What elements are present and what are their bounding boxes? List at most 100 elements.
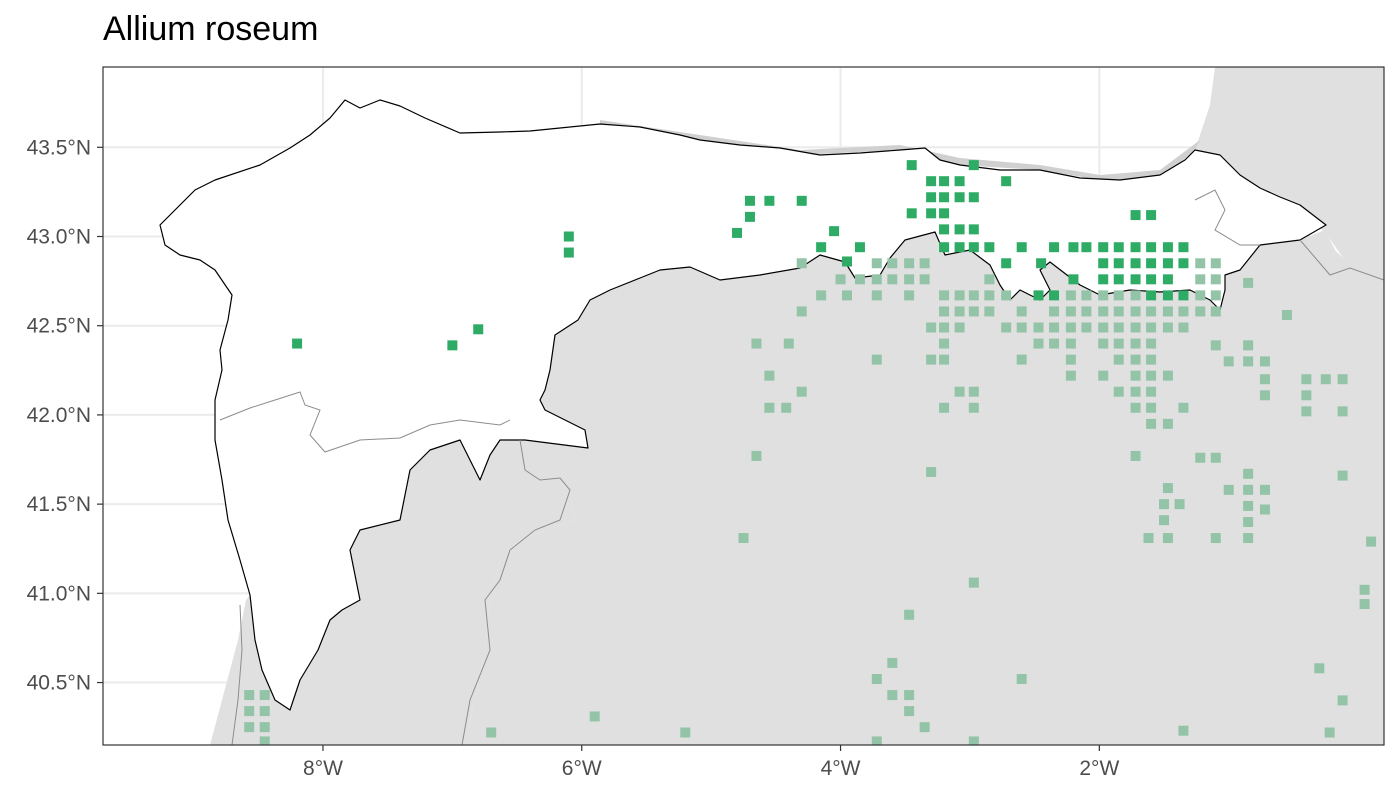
axes: 8°W 6°W 4°W 2°W 43.5°N 43.0°N 42.5°N 42.0°N 41.5… [27, 136, 1120, 780]
occurrence-point-outside [887, 657, 898, 668]
occurrence-point-inside [1036, 258, 1047, 269]
occurrence-point-outside [1281, 310, 1292, 321]
occurrence-point-outside [1178, 322, 1189, 333]
occurrence-point-inside [906, 208, 917, 219]
occurrence-point-outside [871, 736, 882, 745]
occurrence-point-outside [1195, 452, 1206, 463]
occurrence-point-outside [244, 690, 255, 701]
occurrence-point-inside [816, 242, 827, 253]
occurrence-point-outside [1243, 277, 1254, 288]
occurrence-point-outside [1081, 290, 1092, 301]
occurrence-point-outside [1016, 673, 1027, 684]
occurrence-point-outside [1174, 499, 1185, 510]
occurrence-point-outside [1301, 390, 1312, 401]
occurrence-point-outside [1146, 418, 1157, 429]
occurrence-point-outside [796, 258, 807, 269]
occurrence-point-outside [1098, 306, 1109, 317]
occurrence-point-outside [1065, 290, 1076, 301]
occurrence-point-outside [835, 274, 846, 285]
occurrence-point-outside [1130, 370, 1141, 381]
occurrence-point-outside [1162, 322, 1173, 333]
occurrence-point-outside [984, 306, 995, 317]
x-tick-label: 4°W [821, 757, 861, 780]
occurrence-point-outside [1016, 306, 1027, 317]
occurrence-point-outside [984, 290, 995, 301]
occurrence-point-inside [1130, 210, 1141, 221]
occurrence-point-outside [1033, 322, 1044, 333]
occurrence-points [244, 160, 1377, 745]
occurrence-point-inside [447, 340, 458, 351]
occurrence-point-outside [842, 290, 853, 301]
occurrence-point-inside [1113, 274, 1124, 285]
occurrence-point-outside [1243, 356, 1254, 367]
occurrence-point-outside [1143, 533, 1154, 544]
y-tick-label: 41.0°N [27, 582, 91, 605]
occurrence-point-inside [968, 224, 979, 235]
x-tick-label: 8°W [303, 757, 343, 780]
occurrence-point-inside [926, 176, 937, 187]
occurrence-point-outside [244, 706, 255, 717]
occurrence-point-outside [1113, 338, 1124, 349]
x-tick-label: 2°W [1079, 757, 1119, 780]
occurrence-point-outside [1243, 500, 1254, 511]
occurrence-point-inside [764, 195, 775, 206]
occurrence-point-outside [871, 258, 882, 269]
occurrence-point-outside [1195, 306, 1206, 317]
occurrence-point-outside [904, 706, 915, 717]
occurrence-point-inside [1049, 242, 1060, 253]
occurrence-point-inside [1146, 290, 1157, 301]
occurrence-point-outside [1049, 338, 1060, 349]
y-tick-label: 42.5°N [27, 315, 91, 338]
occurrence-point-outside [1337, 470, 1348, 481]
occurrence-point-inside [1049, 290, 1060, 301]
occurrence-point-inside [954, 192, 965, 203]
occurrence-point-outside [1320, 374, 1331, 385]
occurrence-point-outside [1065, 370, 1076, 381]
occurrence-point-outside [904, 274, 915, 285]
occurrence-point-outside [968, 577, 979, 588]
occurrence-point-inside [968, 192, 979, 203]
occurrence-point-inside [1068, 242, 1079, 253]
y-tick-label: 42.0°N [27, 404, 91, 427]
occurrence-point-outside [926, 354, 937, 365]
occurrence-point-inside [829, 226, 840, 237]
occurrence-point-outside [984, 274, 995, 285]
occurrence-point-outside [1259, 504, 1270, 515]
occurrence-point-outside [871, 673, 882, 684]
occurrence-point-outside [1081, 306, 1092, 317]
occurrence-point-outside [1130, 450, 1141, 461]
occurrence-point-outside [1146, 370, 1157, 381]
occurrence-point-inside [1162, 274, 1173, 285]
occurrence-point-outside [1113, 290, 1124, 301]
occurrence-point-outside [1210, 290, 1221, 301]
occurrence-point-outside [244, 722, 255, 733]
occurrence-point-outside [783, 338, 794, 349]
occurrence-point-outside [1049, 322, 1060, 333]
occurrence-point-outside [939, 354, 950, 365]
occurrence-point-outside [1243, 516, 1254, 527]
occurrence-point-outside [1210, 452, 1221, 463]
occurrence-point-inside [1162, 258, 1173, 269]
occurrence-point-outside [1130, 290, 1141, 301]
occurrence-point-inside [954, 242, 965, 253]
occurrence-point-outside [1130, 322, 1141, 333]
occurrence-point-outside [1337, 406, 1348, 417]
occurrence-point-outside [259, 690, 270, 701]
occurrence-point-outside [1359, 599, 1370, 610]
occurrence-point-outside [954, 290, 965, 301]
occurrence-point-outside [1113, 306, 1124, 317]
occurrence-point-outside [1033, 338, 1044, 349]
occurrence-point-outside [1223, 484, 1234, 495]
occurrence-point-inside [1081, 242, 1092, 253]
occurrence-point-outside [904, 290, 915, 301]
occurrence-point-outside [871, 290, 882, 301]
occurrence-point-outside [1314, 663, 1325, 674]
occurrence-point-outside [764, 370, 775, 381]
occurrence-point-outside [954, 306, 965, 317]
occurrence-point-outside [1178, 402, 1189, 413]
occurrence-point-outside [1113, 354, 1124, 365]
occurrence-point-inside [732, 227, 743, 238]
occurrence-point-outside [968, 402, 979, 413]
province-line-2 [461, 439, 571, 745]
occurrence-point-outside [887, 258, 898, 269]
